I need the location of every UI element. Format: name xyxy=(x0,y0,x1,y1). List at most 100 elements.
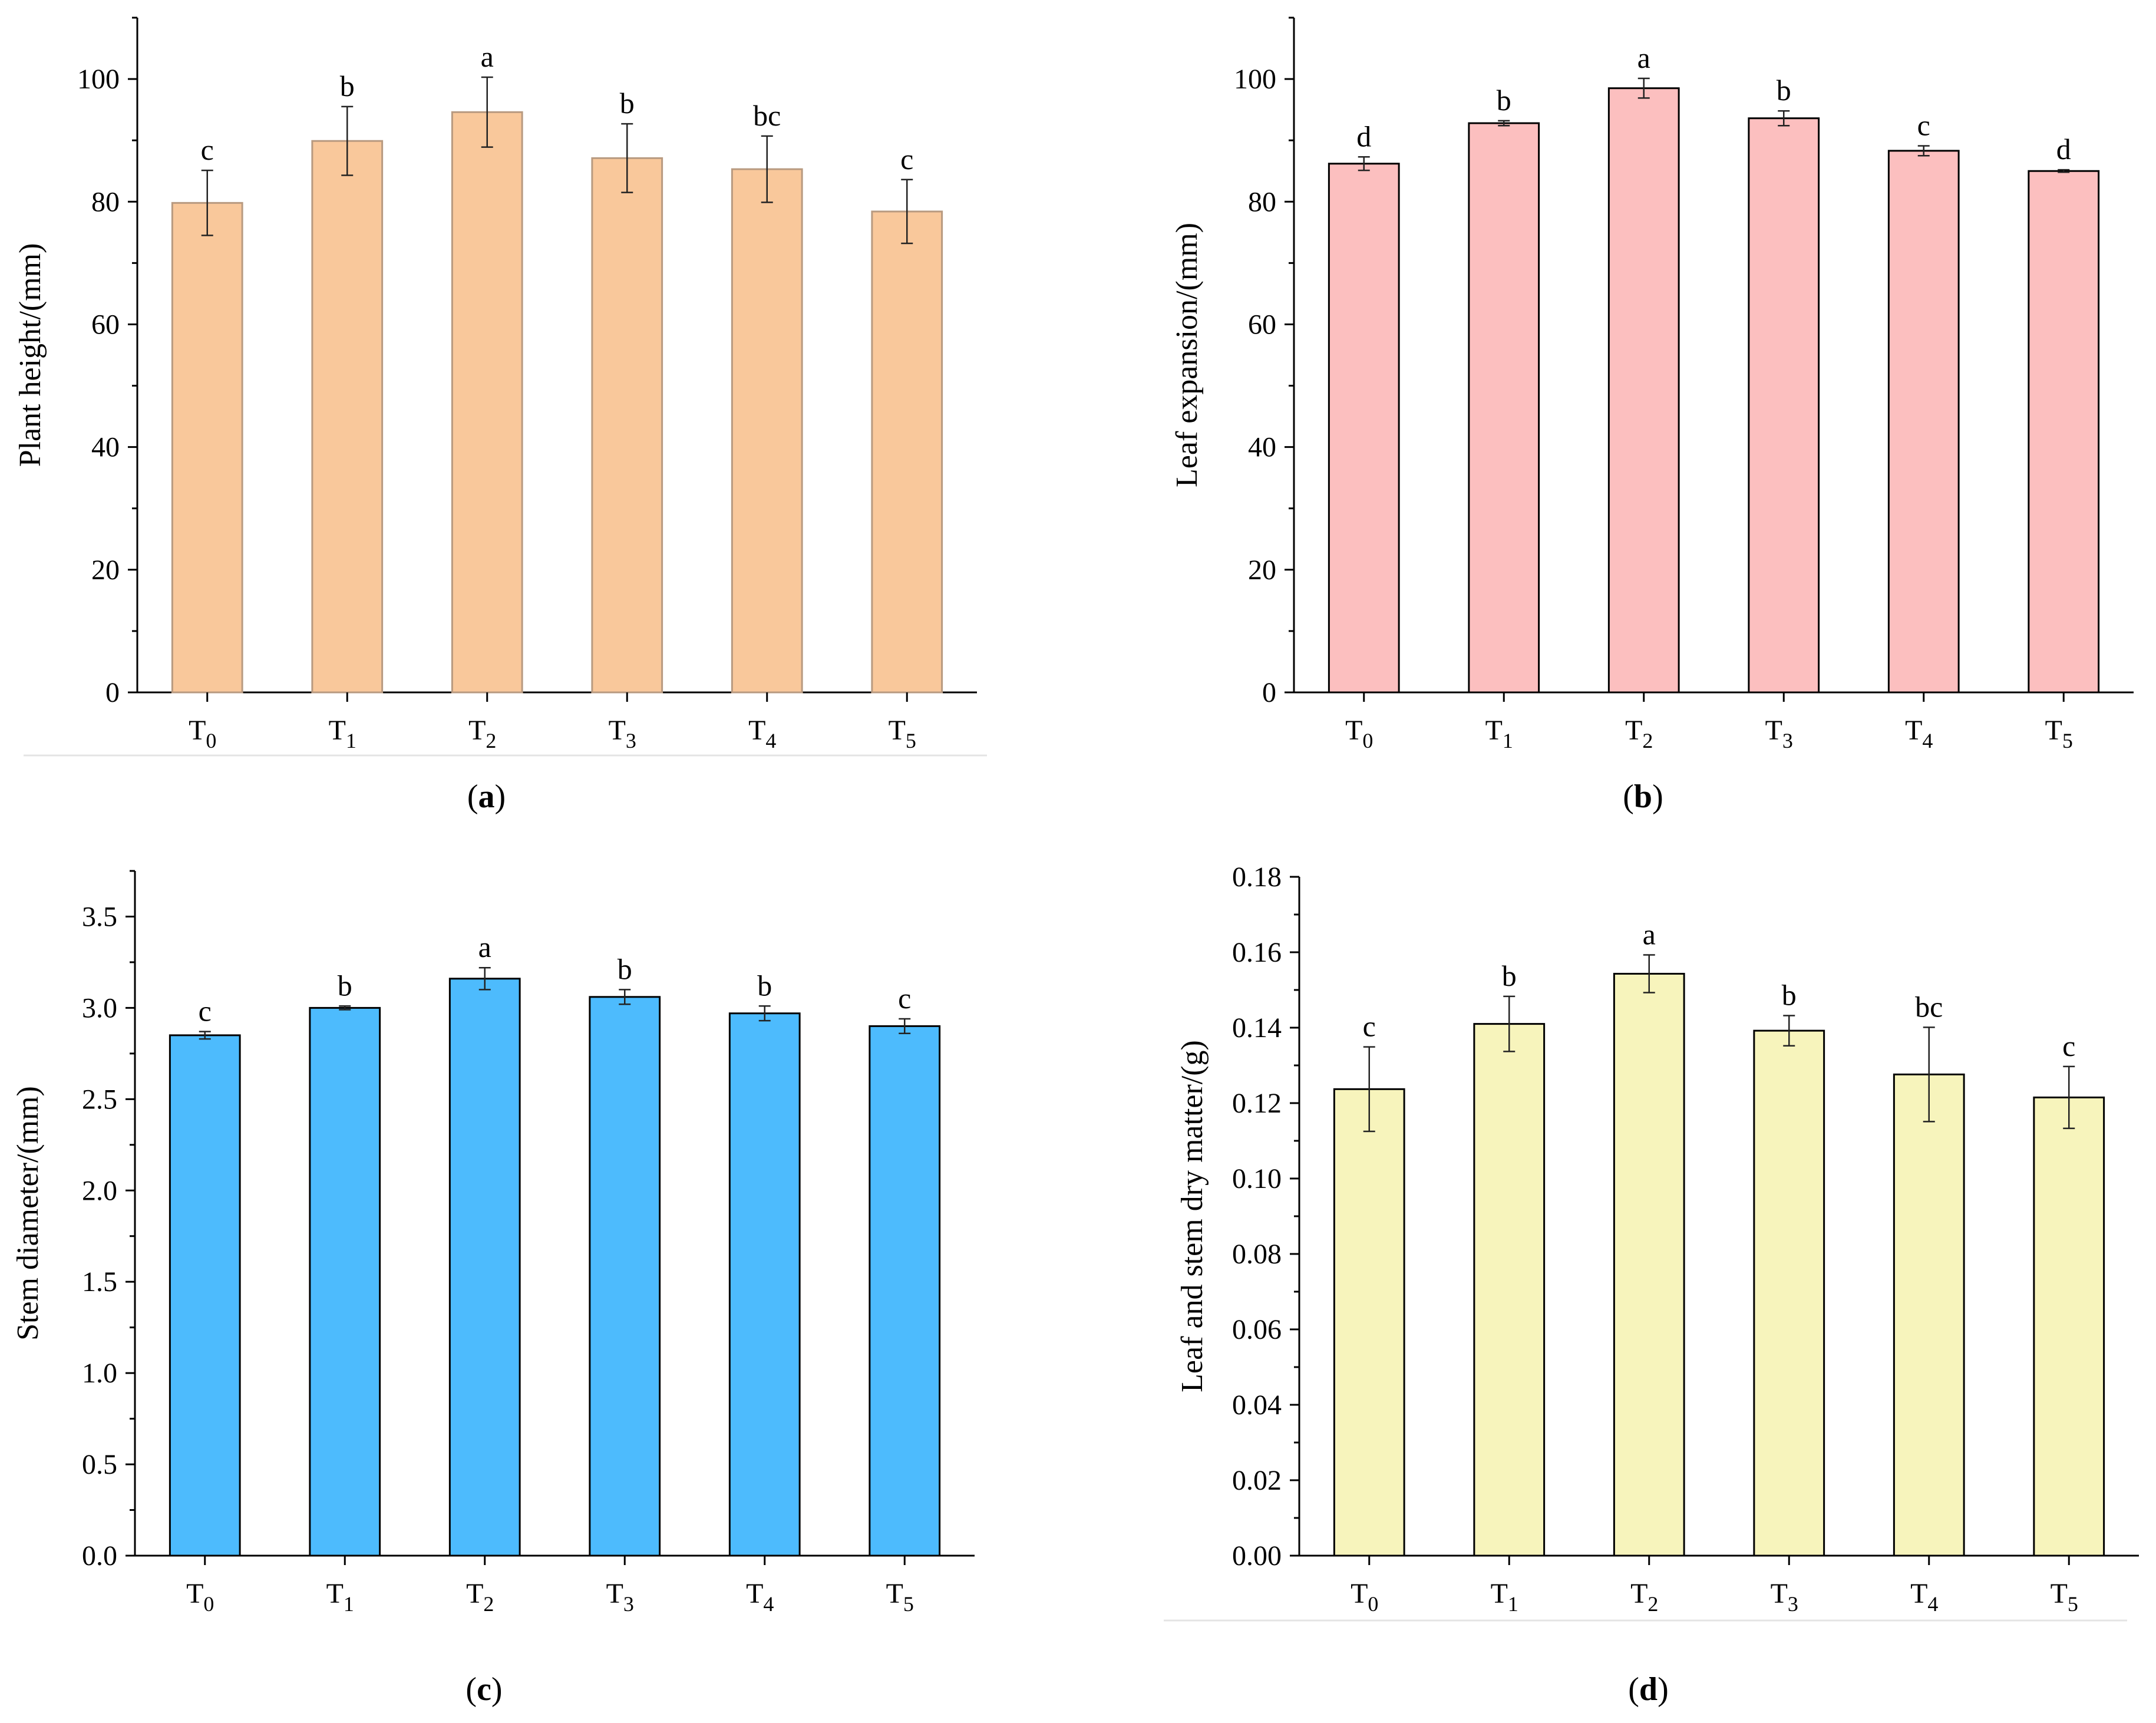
x-tick-subscript: 3 xyxy=(1788,1592,1798,1616)
caption-letter: a xyxy=(478,778,495,815)
y-tick-label: 0.10 xyxy=(1232,1163,1282,1194)
x-tick-base: T xyxy=(186,1578,203,1609)
caption-paren-open: ( xyxy=(1623,778,1634,815)
y-tick-label: 80 xyxy=(91,186,120,217)
y-tick-label: 0.12 xyxy=(1232,1088,1282,1119)
x-tick-label: T2 xyxy=(1625,715,1653,752)
bar-T5 xyxy=(2028,170,2100,694)
panel-caption: (d) xyxy=(1628,1671,1668,1708)
x-tick-label: T1 xyxy=(1491,1578,1518,1616)
y-tick-label: 0.18 xyxy=(1232,862,1282,893)
x-tick-subscript: 1 xyxy=(1508,1592,1518,1616)
bar-T4 xyxy=(1887,150,1960,694)
x-tick-base: T xyxy=(1630,1578,1647,1609)
x-tick-base: T xyxy=(1491,1578,1508,1609)
significance-letter: b xyxy=(1777,74,1791,107)
y-tick-label: 0.5 xyxy=(82,1449,117,1480)
caption-paren-open: ( xyxy=(465,1671,477,1708)
x-tick-subscript: 1 xyxy=(346,729,356,752)
x-tick-base: T xyxy=(889,715,906,746)
x-tick-label: T0 xyxy=(189,715,216,752)
x-tick-subscript: 5 xyxy=(906,729,916,752)
x-tick-label: T5 xyxy=(2051,1578,2078,1616)
y-tick-label: 0 xyxy=(1262,677,1276,708)
y-tick-label: 0.06 xyxy=(1232,1314,1282,1345)
caption-paren-open: ( xyxy=(1628,1671,1639,1708)
x-tick-subscript: 0 xyxy=(203,1592,214,1616)
x-tick-label: T2 xyxy=(1630,1578,1658,1616)
x-tick-subscript: 3 xyxy=(623,1592,634,1616)
x-tick-base: T xyxy=(1485,715,1503,746)
significance-letter: b xyxy=(1782,979,1797,1012)
x-tick-base: T xyxy=(329,715,346,746)
y-axis-title: Leaf and stem dry matter/(g) xyxy=(1176,1040,1209,1392)
panel-caption: (a) xyxy=(467,778,506,815)
panel-caption: (c) xyxy=(465,1671,502,1708)
bar-T3 xyxy=(1748,117,1820,694)
significance-letter: b xyxy=(757,969,772,1002)
x-tick-base: T xyxy=(2045,715,2062,746)
x-tick-label: T4 xyxy=(748,715,776,752)
caption-paren-close: ) xyxy=(495,778,506,815)
y-tick-label: 1.5 xyxy=(82,1266,117,1298)
bar-T1 xyxy=(309,1006,381,1557)
x-tick-base: T xyxy=(466,1578,483,1609)
x-tick-subscript: 4 xyxy=(1927,1592,1938,1616)
significance-letter: a xyxy=(1637,41,1650,74)
y-tick-label: 0 xyxy=(105,677,120,708)
x-tick-subscript: 5 xyxy=(2068,1592,2078,1616)
x-tick-base: T xyxy=(886,1578,903,1609)
significance-letter: bc xyxy=(753,99,781,132)
bar-T0 xyxy=(1333,1088,1405,1557)
significance-letter: b xyxy=(340,70,355,103)
caption-letter: d xyxy=(1639,1671,1658,1708)
x-tick-base: T xyxy=(1910,1578,1927,1609)
significance-letter: b xyxy=(338,969,352,1002)
x-tick-subscript: 2 xyxy=(1642,729,1653,752)
x-tick-subscript: 4 xyxy=(765,729,776,752)
x-tick-subscript: 4 xyxy=(763,1592,774,1616)
significance-letter: b xyxy=(618,952,632,985)
x-tick-subscript: 1 xyxy=(344,1592,354,1616)
x-tick-base: T xyxy=(748,715,765,746)
x-tick-label: T3 xyxy=(1771,1578,1798,1616)
chart-panel-c: 0.00.51.01.52.02.53.03.5cT0bT1aT2bT3bT4c… xyxy=(11,870,975,1708)
y-tick-label: 100 xyxy=(1234,64,1276,95)
x-tick-base: T xyxy=(1765,715,1782,746)
chart-panel-d: 0.00 0.02 0.04 0.06 0.08 0.10 0.12 0.14 0.16 0.18… xyxy=(1176,862,2139,1708)
x-tick-label: T1 xyxy=(329,715,356,752)
x-tick-base: T xyxy=(1771,1578,1788,1609)
y-tick-label: 0.16 xyxy=(1232,937,1282,968)
x-tick-label: T4 xyxy=(1905,715,1933,752)
x-tick-label: T3 xyxy=(606,1578,634,1616)
x-tick-base: T xyxy=(189,715,206,746)
bar-T1 xyxy=(311,140,384,694)
bar-T5 xyxy=(2033,1096,2105,1557)
x-tick-label: T5 xyxy=(886,1578,914,1616)
panel-caption: (b) xyxy=(1623,778,1663,815)
y-tick-label: 20 xyxy=(91,554,120,586)
y-tick-label: 0.0 xyxy=(82,1540,117,1572)
x-tick-subscript: 2 xyxy=(486,729,496,752)
x-tick-subscript: 3 xyxy=(1782,729,1793,752)
significance-letter: b xyxy=(1502,959,1517,992)
x-tick-label: T3 xyxy=(609,715,636,752)
x-tick-base: T xyxy=(2051,1578,2068,1609)
significance-letter: c xyxy=(900,143,913,176)
x-tick-subscript: 0 xyxy=(1368,1592,1378,1616)
x-tick-base: T xyxy=(1351,1578,1368,1609)
x-tick-base: T xyxy=(468,715,486,746)
y-tick-label: 20 xyxy=(1248,554,1276,586)
bar-T2 xyxy=(1613,972,1685,1557)
x-tick-base: T xyxy=(1625,715,1642,746)
bar-T1 xyxy=(1473,1023,1546,1557)
x-tick-base: T xyxy=(1905,715,1922,746)
y-tick-label: 40 xyxy=(91,432,120,463)
x-tick-label: T0 xyxy=(1351,1578,1378,1616)
significance-letter: b xyxy=(620,87,635,120)
bar-T0 xyxy=(1328,163,1400,694)
significance-letter: c xyxy=(898,982,911,1015)
significance-letter: c xyxy=(1363,1010,1376,1043)
